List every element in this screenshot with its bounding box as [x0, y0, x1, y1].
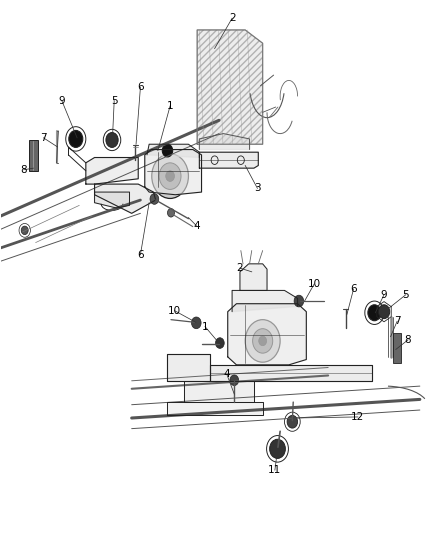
Polygon shape — [95, 184, 155, 213]
Polygon shape — [166, 354, 210, 381]
Text: 12: 12 — [351, 412, 364, 422]
Polygon shape — [240, 264, 267, 290]
Circle shape — [245, 320, 280, 362]
Circle shape — [150, 193, 159, 204]
Text: 4: 4 — [223, 369, 230, 379]
Circle shape — [191, 317, 201, 329]
Polygon shape — [166, 402, 263, 415]
Text: 9: 9 — [381, 289, 387, 300]
Text: 7: 7 — [394, 316, 400, 326]
Text: 1: 1 — [202, 321, 208, 332]
Circle shape — [152, 154, 188, 198]
Circle shape — [378, 305, 390, 319]
Polygon shape — [197, 30, 263, 144]
Circle shape — [166, 171, 174, 181]
Circle shape — [21, 226, 28, 235]
Polygon shape — [199, 152, 258, 168]
Text: 10: 10 — [307, 279, 321, 289]
Circle shape — [253, 329, 273, 353]
Text: 2: 2 — [229, 13, 235, 23]
Polygon shape — [228, 304, 306, 365]
Polygon shape — [184, 381, 254, 402]
Circle shape — [69, 131, 83, 148]
Text: 6: 6 — [137, 250, 144, 260]
Text: 8: 8 — [405, 335, 411, 345]
Text: 11: 11 — [268, 465, 282, 475]
Polygon shape — [232, 290, 297, 312]
Circle shape — [159, 163, 181, 189]
Circle shape — [167, 208, 174, 217]
Circle shape — [294, 295, 304, 307]
Polygon shape — [210, 365, 372, 381]
Text: 9: 9 — [59, 95, 65, 106]
Text: 5: 5 — [403, 289, 409, 300]
Text: 2: 2 — [237, 263, 243, 273]
Circle shape — [106, 133, 118, 148]
Text: 3: 3 — [254, 183, 261, 193]
Text: 5: 5 — [111, 95, 117, 106]
Text: 4: 4 — [193, 221, 200, 231]
Circle shape — [230, 375, 239, 385]
Circle shape — [368, 305, 381, 321]
Text: 10: 10 — [168, 305, 181, 316]
Circle shape — [270, 439, 286, 458]
Polygon shape — [199, 134, 250, 150]
Text: 7: 7 — [40, 133, 47, 143]
Text: 8: 8 — [21, 165, 27, 175]
Bar — [29, 140, 38, 171]
Polygon shape — [86, 158, 138, 184]
Text: 6: 6 — [137, 82, 144, 92]
Text: 6: 6 — [350, 285, 357, 294]
Circle shape — [287, 415, 297, 428]
Circle shape — [259, 336, 267, 346]
Bar — [393, 334, 401, 364]
Circle shape — [162, 144, 173, 157]
Text: 1: 1 — [167, 101, 173, 111]
Polygon shape — [95, 192, 130, 208]
Polygon shape — [145, 150, 201, 195]
Circle shape — [215, 338, 224, 349]
Polygon shape — [147, 144, 199, 158]
